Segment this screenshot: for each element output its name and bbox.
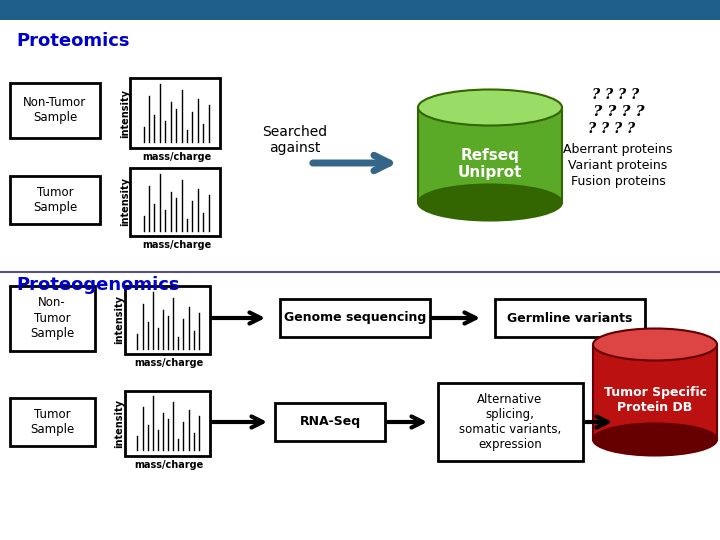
- Bar: [125, 286, 210, 354]
- Text: mass/charge: mass/charge: [143, 240, 212, 250]
- Text: ? ? ? ?: ? ? ? ?: [592, 88, 639, 102]
- Text: Proteomics: Proteomics: [16, 32, 130, 50]
- Bar: [438, 383, 582, 461]
- Text: Tumor
Sample: Tumor Sample: [30, 408, 74, 436]
- Bar: [280, 299, 430, 337]
- Text: mass/charge: mass/charge: [143, 152, 212, 162]
- Ellipse shape: [593, 423, 717, 456]
- Text: Tumor
Sample: Tumor Sample: [33, 186, 77, 214]
- Text: Germline variants: Germline variants: [508, 312, 633, 325]
- Text: intensity: intensity: [120, 89, 130, 138]
- Ellipse shape: [593, 328, 717, 361]
- Text: RNA-Seq: RNA-Seq: [300, 415, 361, 429]
- Text: intensity: intensity: [120, 178, 130, 226]
- Bar: [125, 390, 210, 456]
- Text: Searched
against: Searched against: [262, 125, 328, 155]
- Text: Proteogenomics: Proteogenomics: [16, 276, 179, 294]
- Ellipse shape: [418, 90, 562, 125]
- Text: Non-Tumor
Sample: Non-Tumor Sample: [23, 96, 86, 124]
- Bar: [418, 107, 562, 202]
- Text: Variant proteins: Variant proteins: [568, 159, 667, 172]
- Text: ? ? ? ?: ? ? ? ?: [588, 122, 635, 136]
- Text: mass/charge: mass/charge: [135, 460, 204, 469]
- Bar: [495, 299, 645, 337]
- Bar: [130, 78, 220, 148]
- Bar: [0, 0, 720, 20]
- Bar: [593, 345, 717, 440]
- Bar: [9, 398, 94, 446]
- Text: Alternative
splicing,
somatic variants,
expression: Alternative splicing, somatic variants, …: [459, 393, 561, 451]
- Bar: [10, 176, 100, 224]
- Bar: [10, 83, 100, 138]
- Text: Refseq
Uniprot: Refseq Uniprot: [458, 148, 522, 180]
- Text: Genome sequencing: Genome sequencing: [284, 312, 426, 325]
- Bar: [130, 168, 220, 236]
- Bar: [9, 286, 94, 350]
- Text: Non-
Tumor
Sample: Non- Tumor Sample: [30, 296, 74, 340]
- Text: Fusion proteins: Fusion proteins: [571, 176, 665, 188]
- Ellipse shape: [418, 185, 562, 220]
- Text: intensity: intensity: [114, 399, 125, 448]
- Bar: [275, 403, 385, 441]
- Text: Aberrant proteins: Aberrant proteins: [563, 144, 672, 157]
- Text: ? ? ? ?: ? ? ? ?: [588, 105, 644, 119]
- Text: intensity: intensity: [114, 295, 125, 345]
- Text: Tumor Specific
Protein DB: Tumor Specific Protein DB: [603, 386, 706, 414]
- Text: mass/charge: mass/charge: [135, 358, 204, 368]
